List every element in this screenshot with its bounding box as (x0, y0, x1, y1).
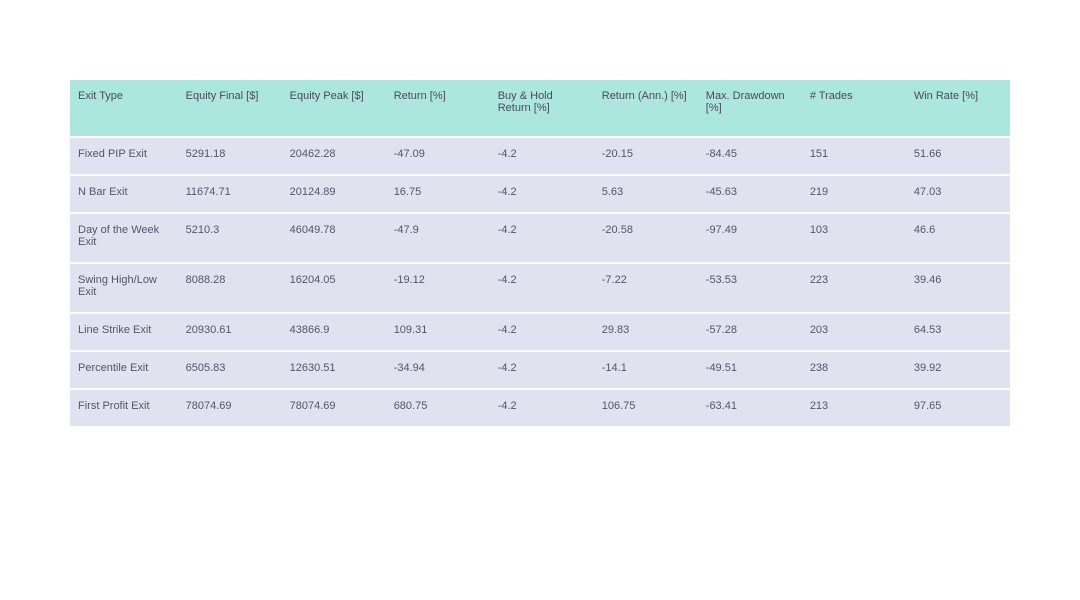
table-header-row: Exit Type Equity Final [$] Equity Peak [… (70, 80, 1010, 137)
cell-return-ann: -14.1 (594, 351, 698, 389)
col-header: Exit Type (70, 80, 178, 137)
cell-max-dd: -49.51 (698, 351, 802, 389)
col-header: Return (Ann.) [%] (594, 80, 698, 137)
cell-equity-peak: 12630.51 (282, 351, 386, 389)
col-header: Return [%] (386, 80, 490, 137)
cell-return: -19.12 (386, 263, 490, 313)
cell-buy-hold: -4.2 (490, 389, 594, 427)
cell-equity-final: 20930.61 (178, 313, 282, 351)
cell-trades: 219 (802, 175, 906, 213)
cell-exit-type: N Bar Exit (70, 175, 178, 213)
cell-equity-peak: 20124.89 (282, 175, 386, 213)
table-row: First Profit Exit 78074.69 78074.69 680.… (70, 389, 1010, 427)
table-body: Fixed PIP Exit 5291.18 20462.28 -47.09 -… (70, 137, 1010, 427)
cell-return: -47.09 (386, 137, 490, 175)
cell-trades: 223 (802, 263, 906, 313)
cell-return-ann: -7.22 (594, 263, 698, 313)
cell-max-dd: -45.63 (698, 175, 802, 213)
cell-max-dd: -84.45 (698, 137, 802, 175)
cell-max-dd: -53.53 (698, 263, 802, 313)
cell-equity-final: 5291.18 (178, 137, 282, 175)
cell-buy-hold: -4.2 (490, 137, 594, 175)
table-row: Day of the Week Exit 5210.3 46049.78 -47… (70, 213, 1010, 263)
cell-win-rate: 46.6 (906, 213, 1010, 263)
cell-trades: 103 (802, 213, 906, 263)
cell-buy-hold: -4.2 (490, 313, 594, 351)
col-header: Win Rate [%] (906, 80, 1010, 137)
cell-return-ann: 29.83 (594, 313, 698, 351)
cell-trades: 238 (802, 351, 906, 389)
cell-buy-hold: -4.2 (490, 263, 594, 313)
cell-win-rate: 64.53 (906, 313, 1010, 351)
cell-equity-peak: 43866.9 (282, 313, 386, 351)
cell-buy-hold: -4.2 (490, 351, 594, 389)
cell-exit-type: Line Strike Exit (70, 313, 178, 351)
cell-return: -34.94 (386, 351, 490, 389)
cell-equity-final: 8088.28 (178, 263, 282, 313)
cell-trades: 213 (802, 389, 906, 427)
table-row: Fixed PIP Exit 5291.18 20462.28 -47.09 -… (70, 137, 1010, 175)
cell-max-dd: -57.28 (698, 313, 802, 351)
cell-trades: 203 (802, 313, 906, 351)
cell-return-ann: 5.63 (594, 175, 698, 213)
cell-return: 109.31 (386, 313, 490, 351)
cell-equity-peak: 46049.78 (282, 213, 386, 263)
cell-max-dd: -97.49 (698, 213, 802, 263)
col-header: Equity Peak [$] (282, 80, 386, 137)
cell-win-rate: 47.03 (906, 175, 1010, 213)
cell-return-ann: -20.58 (594, 213, 698, 263)
cell-exit-type: First Profit Exit (70, 389, 178, 427)
cell-win-rate: 39.92 (906, 351, 1010, 389)
cell-win-rate: 39.46 (906, 263, 1010, 313)
cell-trades: 151 (802, 137, 906, 175)
cell-max-dd: -63.41 (698, 389, 802, 427)
cell-buy-hold: -4.2 (490, 175, 594, 213)
cell-return: 680.75 (386, 389, 490, 427)
table-row: Swing High/Low Exit 8088.28 16204.05 -19… (70, 263, 1010, 313)
cell-equity-final: 5210.3 (178, 213, 282, 263)
col-header: Buy & Hold Return [%] (490, 80, 594, 137)
cell-equity-final: 6505.83 (178, 351, 282, 389)
col-header: Max. Drawdown [%] (698, 80, 802, 137)
cell-equity-peak: 16204.05 (282, 263, 386, 313)
table-row: Line Strike Exit 20930.61 43866.9 109.31… (70, 313, 1010, 351)
cell-win-rate: 97.65 (906, 389, 1010, 427)
cell-equity-peak: 78074.69 (282, 389, 386, 427)
table-row: Percentile Exit 6505.83 12630.51 -34.94 … (70, 351, 1010, 389)
cell-exit-type: Swing High/Low Exit (70, 263, 178, 313)
cell-win-rate: 51.66 (906, 137, 1010, 175)
cell-return: 16.75 (386, 175, 490, 213)
cell-exit-type: Day of the Week Exit (70, 213, 178, 263)
cell-return: -47.9 (386, 213, 490, 263)
cell-exit-type: Percentile Exit (70, 351, 178, 389)
cell-return-ann: -20.15 (594, 137, 698, 175)
col-header: # Trades (802, 80, 906, 137)
cell-equity-peak: 20462.28 (282, 137, 386, 175)
table-row: N Bar Exit 11674.71 20124.89 16.75 -4.2 … (70, 175, 1010, 213)
cell-exit-type: Fixed PIP Exit (70, 137, 178, 175)
exit-strategy-table: Exit Type Equity Final [$] Equity Peak [… (70, 80, 1010, 428)
cell-equity-final: 78074.69 (178, 389, 282, 427)
cell-return-ann: 106.75 (594, 389, 698, 427)
cell-equity-final: 11674.71 (178, 175, 282, 213)
cell-buy-hold: -4.2 (490, 213, 594, 263)
col-header: Equity Final [$] (178, 80, 282, 137)
